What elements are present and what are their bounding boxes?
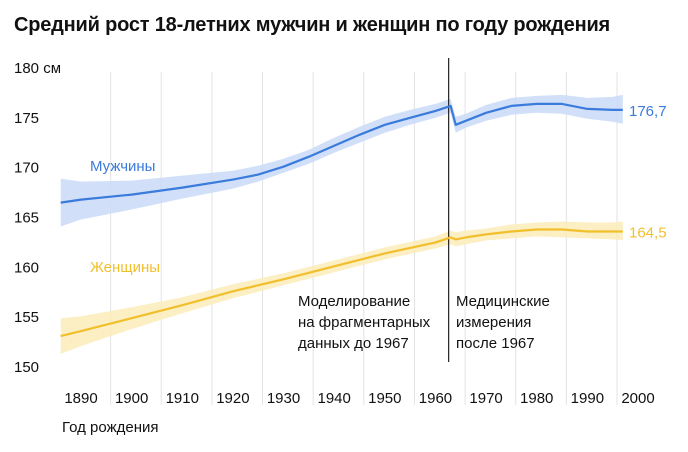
x-tick-label: 2000 bbox=[621, 390, 654, 407]
women-end-value: 164,5 bbox=[629, 224, 667, 241]
series-labels: Мужчины 176,7 Женщины 164,5 bbox=[90, 103, 667, 276]
x-tick-label: 1990 bbox=[571, 390, 604, 407]
y-tick-label: 170 bbox=[14, 160, 39, 177]
x-tick-label: 1980 bbox=[520, 390, 553, 407]
x-tick-label: 1940 bbox=[317, 390, 350, 407]
men-end-value: 176,7 bbox=[629, 103, 667, 120]
divider-left-note: данных до 1967 bbox=[298, 335, 409, 352]
men-confidence-band bbox=[60, 94, 623, 227]
men-series-label: Мужчины bbox=[90, 158, 155, 175]
method-divider: Моделирование на фрагментарных данных до 1… bbox=[298, 58, 550, 362]
divider-right-note: Медицинские bbox=[456, 293, 550, 310]
vertical-gridlines bbox=[110, 72, 618, 405]
chart-title: Средний рост 18-летних мужчин и женщин п… bbox=[14, 14, 611, 36]
divider-right-note: после 1967 bbox=[456, 335, 535, 352]
x-tick-label: 1890 bbox=[64, 390, 97, 407]
x-tick-label: 1920 bbox=[216, 390, 249, 407]
y-tick-label: 165 bbox=[14, 210, 39, 227]
y-tick-label: 160 bbox=[14, 259, 39, 276]
x-tick-label: 1960 bbox=[419, 390, 452, 407]
x-axis-title: Год рождения bbox=[62, 419, 158, 436]
x-axis: 1890 1900 1910 1920 1930 1940 1950 1960 1970 1980… bbox=[62, 390, 655, 436]
women-series-label: Женщины bbox=[90, 259, 160, 276]
series-lines bbox=[60, 102, 623, 338]
y-tick-label: 150 bbox=[14, 359, 39, 376]
divider-left-note: на фрагментарных bbox=[298, 314, 431, 331]
x-tick-label: 1910 bbox=[166, 390, 199, 407]
women-confidence-band bbox=[60, 221, 623, 354]
x-tick-label: 1950 bbox=[368, 390, 401, 407]
y-tick-label: 155 bbox=[14, 309, 39, 326]
confidence-bands bbox=[60, 94, 623, 354]
women-line bbox=[60, 228, 623, 338]
y-tick-label: 175 bbox=[14, 110, 39, 127]
x-tick-label: 1930 bbox=[267, 390, 300, 407]
x-tick-label: 1900 bbox=[115, 390, 148, 407]
divider-right-note: измерения bbox=[456, 314, 531, 331]
y-tick-label-top: 180 см bbox=[14, 60, 61, 77]
divider-left-note: Моделирование bbox=[298, 293, 410, 310]
men-line bbox=[60, 102, 623, 204]
y-axis: 150 155 160 165 170 175 180 см bbox=[14, 60, 61, 376]
x-tick-label: 1970 bbox=[469, 390, 502, 407]
